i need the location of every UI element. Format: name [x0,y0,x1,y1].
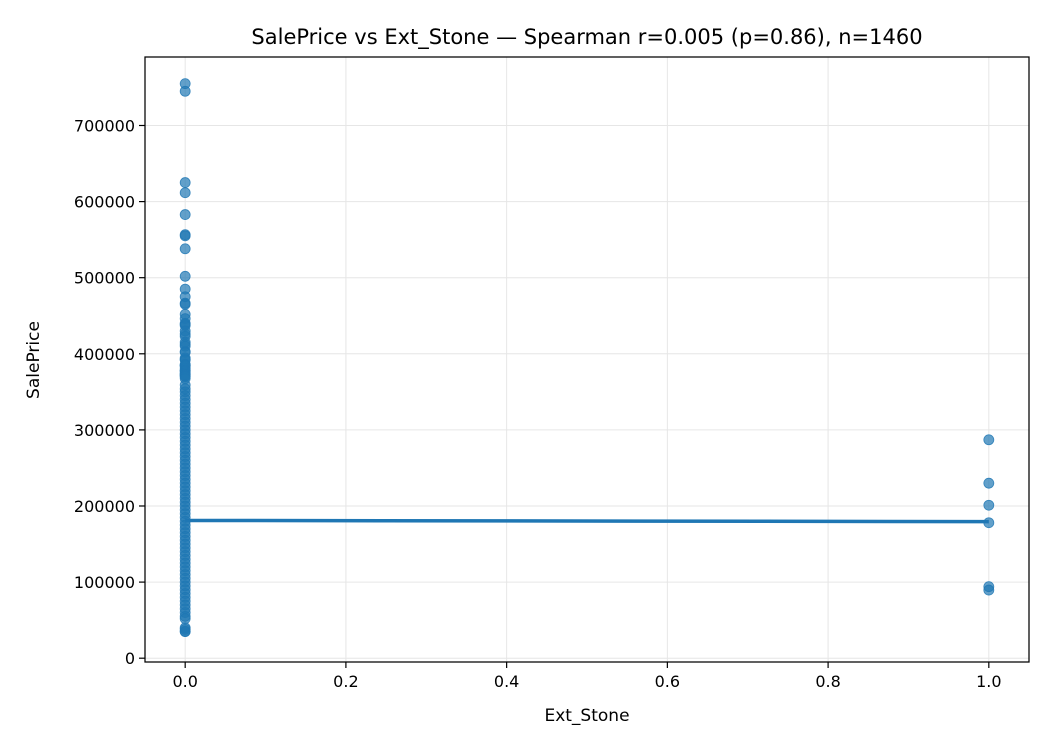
y-tick-label: 100000 [74,573,135,592]
y-tick-label: 0 [125,649,135,668]
y-tick-label: 400000 [74,345,135,364]
chart-title: SalePrice vs Ext_Stone — Spearman r=0.00… [251,25,922,50]
x-axis-label: Ext_Stone [544,706,629,726]
plot-frame [144,56,1030,663]
y-tick-label: 200000 [74,497,135,516]
y-tick-label: 300000 [74,421,135,440]
y-tick-label: 700000 [74,116,135,135]
y-tick-label: 600000 [74,193,135,212]
trend-line-group [185,518,989,524]
data-point [179,85,191,97]
trend-line [185,518,989,524]
data-point [983,499,995,511]
data-point [179,270,191,282]
data-point [179,613,191,625]
y-axis-label: SalePrice [24,321,44,399]
data-point [179,187,191,199]
data-points [179,78,995,638]
data-point [983,584,995,596]
x-tick-label: 0.4 [494,672,519,691]
x-tick-label: 1.0 [976,672,1001,691]
x-tick-label: 0.2 [333,672,358,691]
grid [145,57,1029,662]
x-tick-label: 0.6 [655,672,680,691]
data-point [179,626,191,638]
data-point [179,298,191,310]
ticks: 0.0 0.2 0.4 0.6 0.8 1.0 0 100000 200000 300000 400… [74,116,1002,691]
data-point [179,177,191,188]
y-tick-label: 500000 [74,269,135,288]
plot-background [145,57,1029,662]
data-point [983,434,995,446]
data-point [179,230,191,242]
x-tick-label: 0.8 [815,672,840,691]
data-point [179,243,191,255]
data-point [179,209,191,220]
x-tick-label: 0.0 [172,672,197,691]
data-point [983,477,995,489]
